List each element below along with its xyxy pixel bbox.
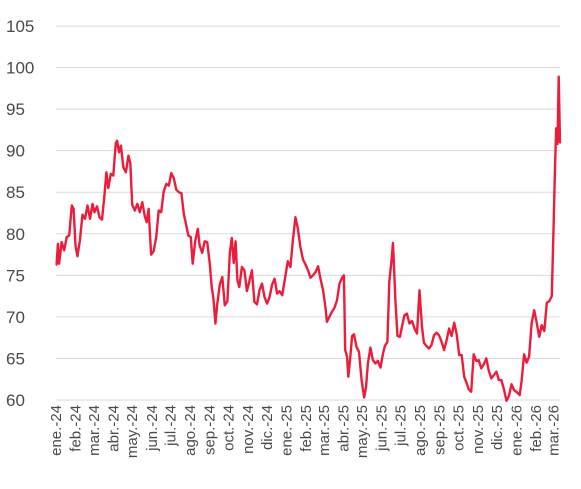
x-tick-label: feb.-24 — [68, 405, 85, 452]
y-tick-label: 95 — [6, 100, 25, 119]
x-tick-label: jul.-24 — [163, 405, 180, 447]
x-tick-label: feb.-25 — [298, 405, 315, 452]
x-tick-label: jul.-25 — [393, 405, 410, 447]
y-tick-label: 85 — [6, 183, 25, 202]
x-tick-label: sep.-24 — [202, 405, 219, 455]
x-tick-label: ago.-24 — [182, 405, 199, 456]
y-axis: 60 65 70 75 80 85 90 95 100 105 — [6, 17, 34, 410]
x-tick-label: feb.-26 — [528, 405, 545, 452]
y-tick-label: 80 — [6, 225, 25, 244]
x-tick-label: dic.-24 — [259, 405, 276, 450]
x-tick-label: may.-24 — [124, 405, 141, 458]
x-tick-label: mar.-24 — [86, 405, 103, 456]
x-tick-label: dic.-25 — [489, 405, 506, 450]
x-tick-label: oct.-25 — [451, 405, 468, 451]
x-tick-label: abr.-24 — [105, 405, 122, 452]
x-tick-label: nov.-24 — [240, 405, 257, 454]
series-line — [55, 75, 562, 402]
x-tick-label: ene.-24 — [48, 405, 65, 456]
x-tick-label: abr.-25 — [335, 405, 352, 452]
y-tick-label: 100 — [6, 59, 34, 78]
grid-lines — [56, 25, 560, 401]
x-tick-label: oct.-24 — [221, 405, 238, 451]
y-tick-label: 90 — [6, 142, 25, 161]
plot-area — [55, 75, 562, 402]
x-tick-label: mar.-26 — [546, 405, 563, 456]
x-tick-label: ene.-26 — [509, 405, 526, 456]
x-tick-label: ago.-25 — [412, 405, 429, 456]
y-tick-label: 75 — [6, 266, 25, 285]
y-tick-label: 105 — [6, 17, 34, 36]
y-tick-label: 60 — [6, 391, 25, 410]
y-tick-label: 70 — [6, 308, 25, 327]
x-tick-label: jun.-25 — [374, 405, 391, 452]
x-tick-label: may.-25 — [354, 405, 371, 458]
x-tick-label: mar.-25 — [316, 405, 333, 456]
x-tick-label: jun.-24 — [144, 405, 161, 452]
x-axis: ene.-24 feb.-24 mar.-24 abr.-24 may.-24 jun.-… — [48, 405, 563, 458]
y-tick-label: 65 — [6, 349, 25, 368]
x-tick-label: sep.-25 — [432, 405, 449, 455]
x-tick-label: ene.-25 — [279, 405, 296, 456]
x-tick-label: nov.-25 — [470, 405, 487, 454]
